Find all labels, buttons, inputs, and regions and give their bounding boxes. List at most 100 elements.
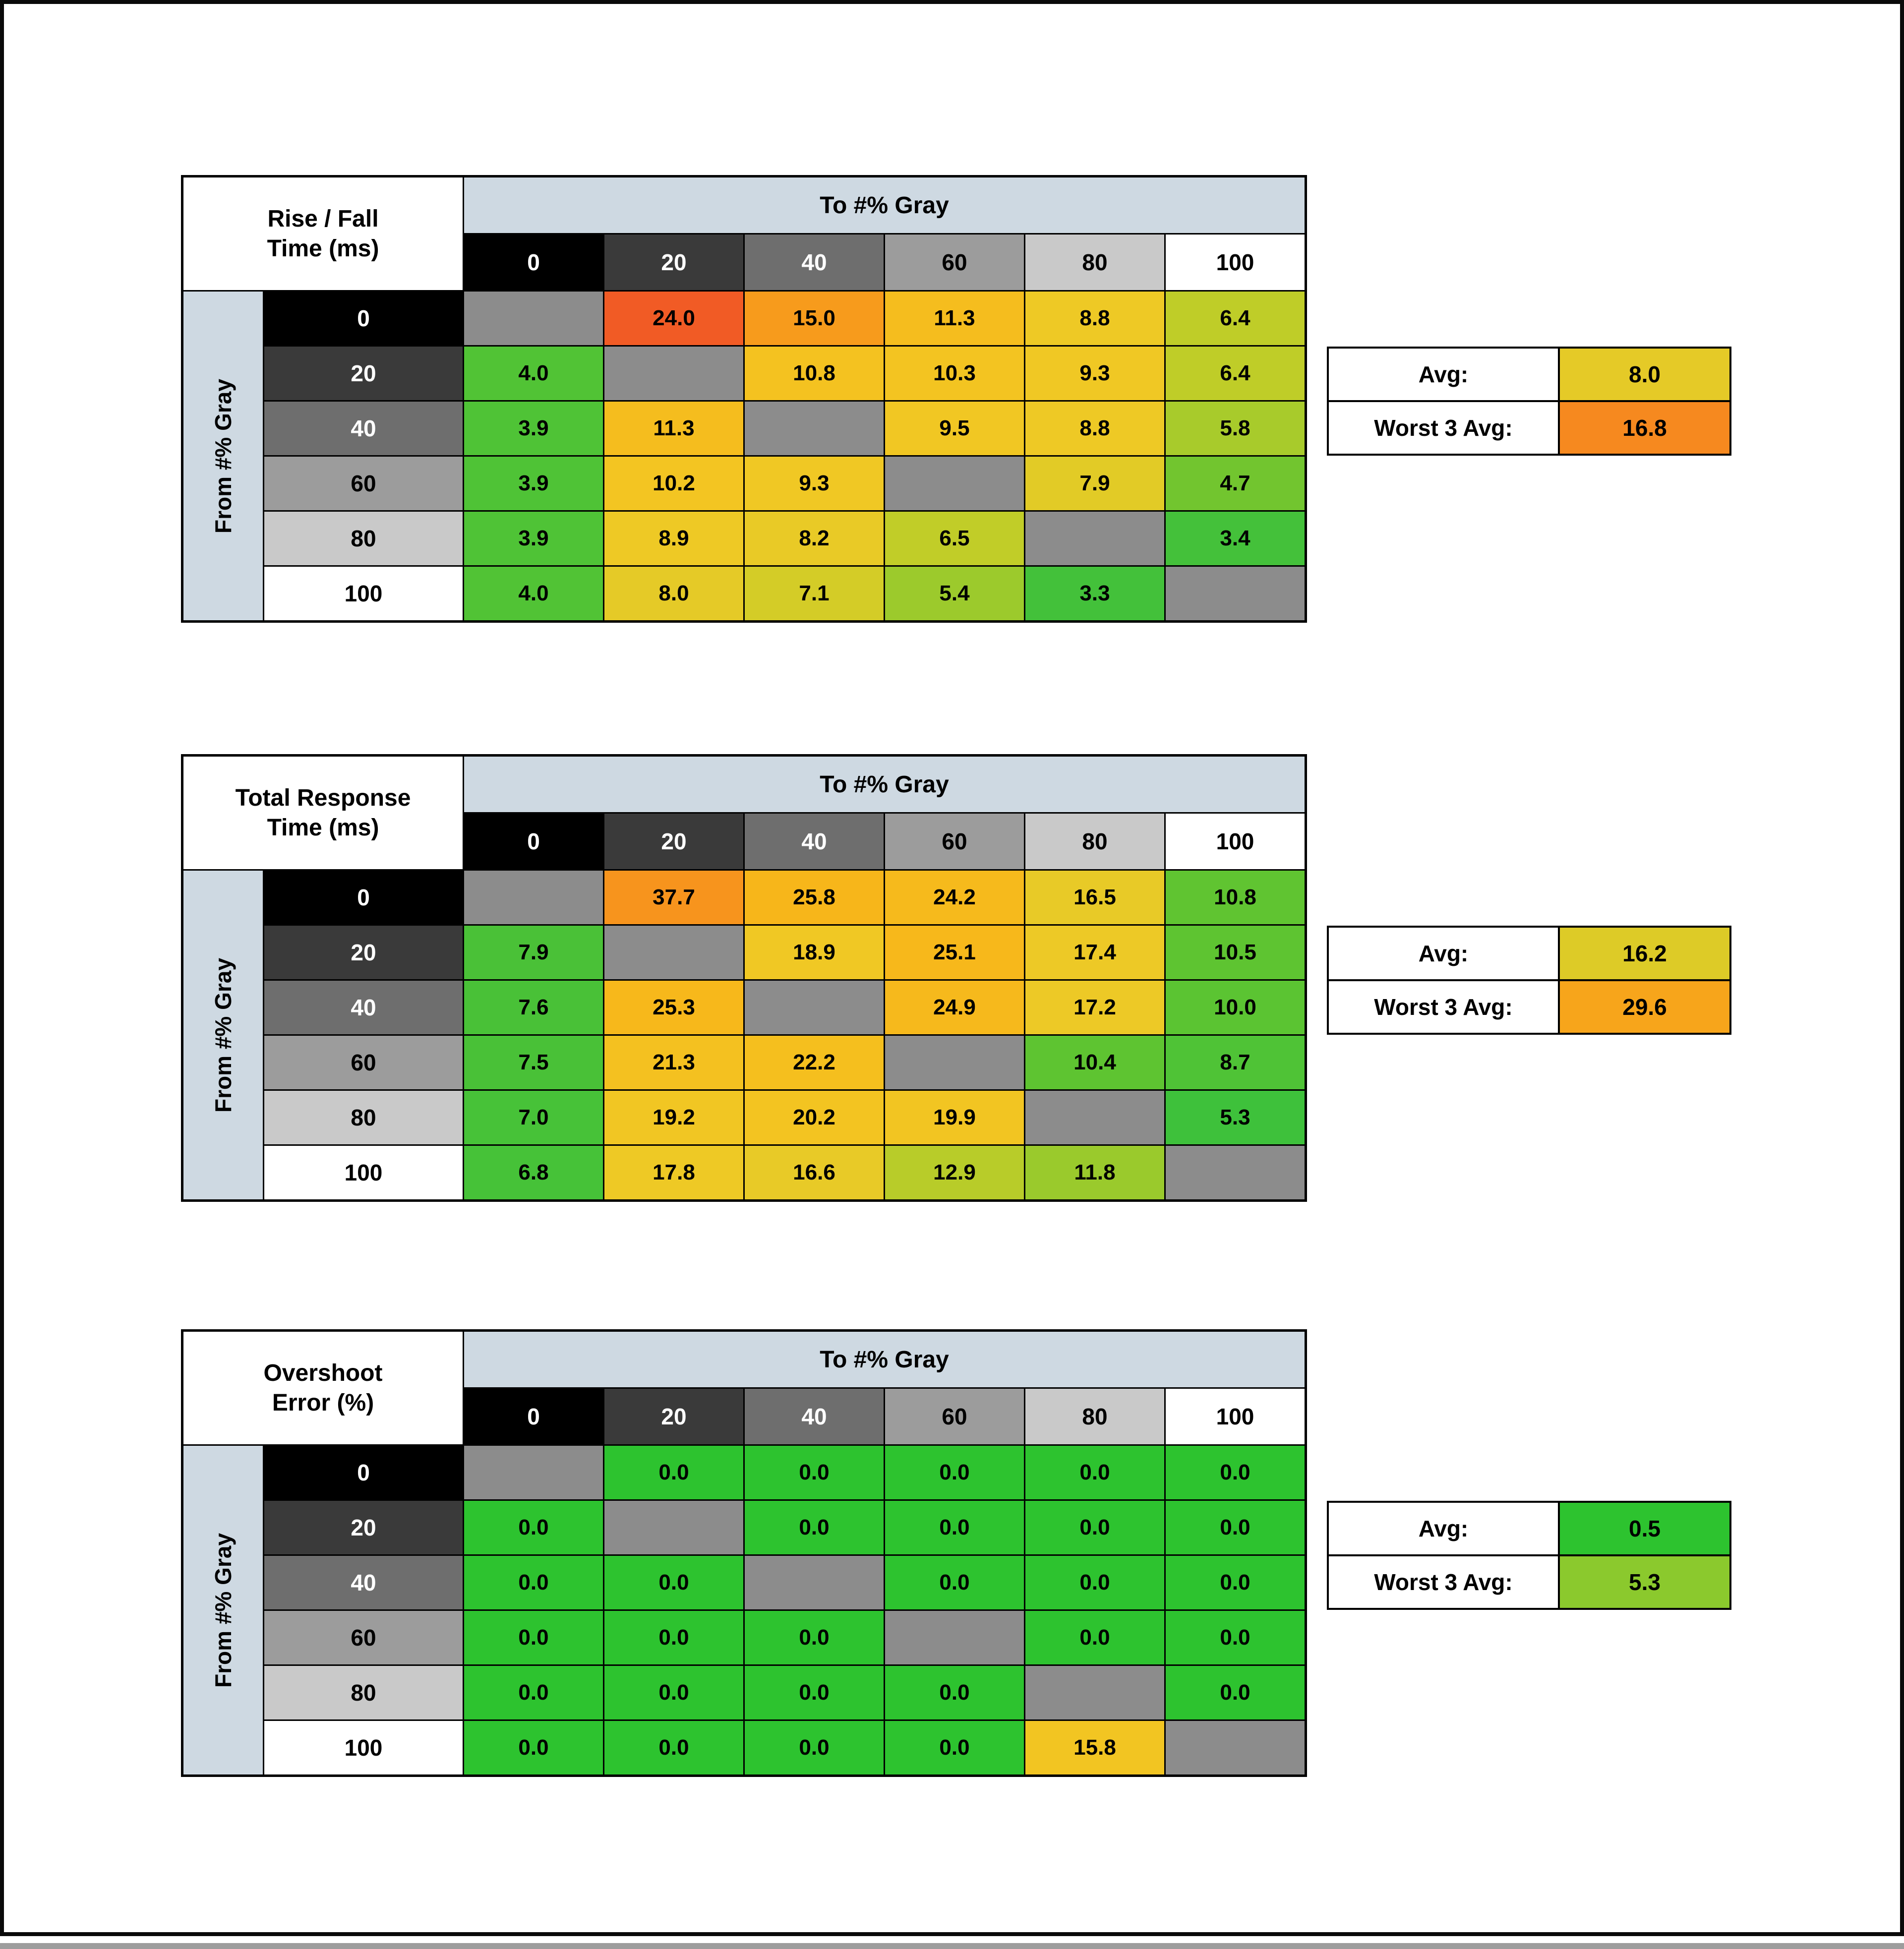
table-title-line2: Error (%) bbox=[272, 1389, 374, 1416]
heatmap-grid: Rise / Fall Time (ms) To #% Gray 0 20 40 60 80 1… bbox=[181, 175, 1307, 623]
heatmap-cell: 8.2 bbox=[745, 512, 884, 565]
diagonal-cell bbox=[1166, 567, 1305, 620]
heatmap-cell: 0.0 bbox=[604, 1556, 743, 1609]
table-title: Total Response Time (ms) bbox=[183, 757, 463, 869]
diagonal-cell bbox=[464, 1446, 603, 1499]
heatmap-cell: 10.8 bbox=[1166, 871, 1305, 924]
heatmap-cell: 24.9 bbox=[885, 981, 1024, 1034]
heatmap-cell: 16.5 bbox=[1025, 871, 1164, 924]
heatmap-cell: 6.5 bbox=[885, 512, 1024, 565]
heatmap-cell: 0.0 bbox=[1025, 1556, 1164, 1609]
to-gray-header: To #% Gray bbox=[464, 757, 1305, 812]
col-header-cell: 100 bbox=[1166, 1389, 1305, 1444]
heatmap-cell: 0.0 bbox=[745, 1666, 884, 1719]
avg-value: 16.2 bbox=[1558, 926, 1731, 981]
heatmap-cell: 12.9 bbox=[885, 1146, 1024, 1199]
heatmap-cell: 8.7 bbox=[1166, 1036, 1305, 1089]
heatmap-cell: 0.0 bbox=[1025, 1611, 1164, 1664]
heatmap-cell: 6.4 bbox=[1166, 292, 1305, 345]
col-header-cell: 0 bbox=[464, 235, 603, 290]
col-header-cell: 0 bbox=[464, 1389, 603, 1444]
heatmap-cell: 3.4 bbox=[1166, 512, 1305, 565]
heatmap-cell: 10.5 bbox=[1166, 926, 1305, 979]
heatmap-cell: 9.3 bbox=[745, 457, 884, 510]
to-gray-header: To #% Gray bbox=[464, 177, 1305, 233]
heatmap-cell: 5.8 bbox=[1166, 402, 1305, 455]
window-bottom-edge bbox=[0, 1943, 1904, 1949]
worst3-value: 16.8 bbox=[1558, 400, 1731, 456]
heatmap-cell: 11.3 bbox=[604, 402, 743, 455]
heatmap-cell: 4.0 bbox=[464, 347, 603, 400]
heatmap-cell: 37.7 bbox=[604, 871, 743, 924]
avg-label: Avg: bbox=[1327, 926, 1560, 981]
heatmap-cell: 0.0 bbox=[1166, 1666, 1305, 1719]
table-title: Rise / Fall Time (ms) bbox=[183, 177, 463, 290]
heatmap-cell: 8.8 bbox=[1025, 292, 1164, 345]
col-header-cell: 40 bbox=[745, 1389, 884, 1444]
heatmap-cell: 0.0 bbox=[1166, 1501, 1305, 1554]
row-header-cell: 20 bbox=[264, 347, 463, 400]
heatmap-cell: 7.1 bbox=[745, 567, 884, 620]
measurement-table: Rise / Fall Time (ms) To #% Gray 0 20 40 60 80 1… bbox=[181, 175, 1731, 623]
heatmap-cell: 6.4 bbox=[1166, 347, 1305, 400]
measurement-table: Overshoot Error (%) To #% Gray 0 20 40 60 80 100… bbox=[181, 1329, 1731, 1777]
heatmap-cell: 7.6 bbox=[464, 981, 603, 1034]
heatmap-grid: Total Response Time (ms) To #% Gray 0 20 40 60… bbox=[181, 754, 1307, 1202]
heatmap-cell: 17.2 bbox=[1025, 981, 1164, 1034]
heatmap-cell: 7.0 bbox=[464, 1091, 603, 1144]
heatmap-cell: 0.0 bbox=[745, 1501, 884, 1554]
row-header-cell: 100 bbox=[264, 1146, 463, 1199]
table-title-line2: Time (ms) bbox=[267, 235, 379, 262]
heatmap-cell: 16.6 bbox=[745, 1146, 884, 1199]
table-title: Overshoot Error (%) bbox=[183, 1332, 463, 1444]
heatmap-cell: 0.0 bbox=[604, 1611, 743, 1664]
row-header-cell: 100 bbox=[264, 567, 463, 620]
diagonal-cell bbox=[1025, 1091, 1164, 1144]
row-header-cell: 60 bbox=[264, 1036, 463, 1089]
worst3-label: Worst 3 Avg: bbox=[1327, 400, 1560, 456]
col-header-cell: 0 bbox=[464, 814, 603, 869]
heatmap-cell: 25.1 bbox=[885, 926, 1024, 979]
row-header-cell: 40 bbox=[264, 981, 463, 1034]
diagonal-cell bbox=[1166, 1146, 1305, 1199]
heatmap-grid: Overshoot Error (%) To #% Gray 0 20 40 60 80 100… bbox=[181, 1329, 1307, 1777]
row-header-cell: 20 bbox=[264, 926, 463, 979]
heatmap-cell: 6.8 bbox=[464, 1146, 603, 1199]
heatmap-cell: 0.0 bbox=[464, 1721, 603, 1774]
table-title-line1: Overshoot bbox=[263, 1359, 383, 1386]
from-gray-label-text: From #% Gray bbox=[210, 378, 236, 533]
table-title-line1: Total Response bbox=[235, 784, 411, 811]
row-header-cell: 60 bbox=[264, 1611, 463, 1664]
avg-label: Avg: bbox=[1327, 347, 1560, 402]
col-header-cell: 100 bbox=[1166, 235, 1305, 290]
heatmap-cell: 0.0 bbox=[1025, 1446, 1164, 1499]
worst3-value: 29.6 bbox=[1558, 979, 1731, 1035]
heatmap-cell: 0.0 bbox=[464, 1556, 603, 1609]
heatmap-cell: 24.2 bbox=[885, 871, 1024, 924]
heatmap-cell: 8.9 bbox=[604, 512, 743, 565]
heatmap-cell: 0.0 bbox=[885, 1721, 1024, 1774]
heatmap-cell: 9.3 bbox=[1025, 347, 1164, 400]
heatmap-cell: 22.2 bbox=[745, 1036, 884, 1089]
row-header-cell: 80 bbox=[264, 512, 463, 565]
diagonal-cell bbox=[1025, 1666, 1164, 1719]
avg-panel: Avg: 8.0 Worst 3 Avg: 16.8 bbox=[1327, 347, 1731, 456]
heatmap-cell: 9.5 bbox=[885, 402, 1024, 455]
row-header-cell: 80 bbox=[264, 1091, 463, 1144]
heatmap-cell: 10.4 bbox=[1025, 1036, 1164, 1089]
measurement-table: Total Response Time (ms) To #% Gray 0 20 40 60… bbox=[181, 754, 1731, 1202]
heatmap-cell: 10.8 bbox=[745, 347, 884, 400]
heatmap-cell: 0.0 bbox=[885, 1446, 1024, 1499]
heatmap-cell: 3.3 bbox=[1025, 567, 1164, 620]
diagonal-cell bbox=[745, 981, 884, 1034]
avg-row: Avg: 0.5 bbox=[1327, 1501, 1731, 1556]
heatmap-cell: 20.2 bbox=[745, 1091, 884, 1144]
from-gray-label-text: From #% Gray bbox=[210, 957, 236, 1113]
heatmap-cell: 17.4 bbox=[1025, 926, 1164, 979]
row-header-cell: 20 bbox=[264, 1501, 463, 1554]
heatmap-cell: 0.0 bbox=[464, 1611, 603, 1664]
diagonal-cell bbox=[464, 871, 603, 924]
worst3-row: Worst 3 Avg: 5.3 bbox=[1327, 1554, 1731, 1610]
heatmap-cell: 0.0 bbox=[885, 1501, 1024, 1554]
